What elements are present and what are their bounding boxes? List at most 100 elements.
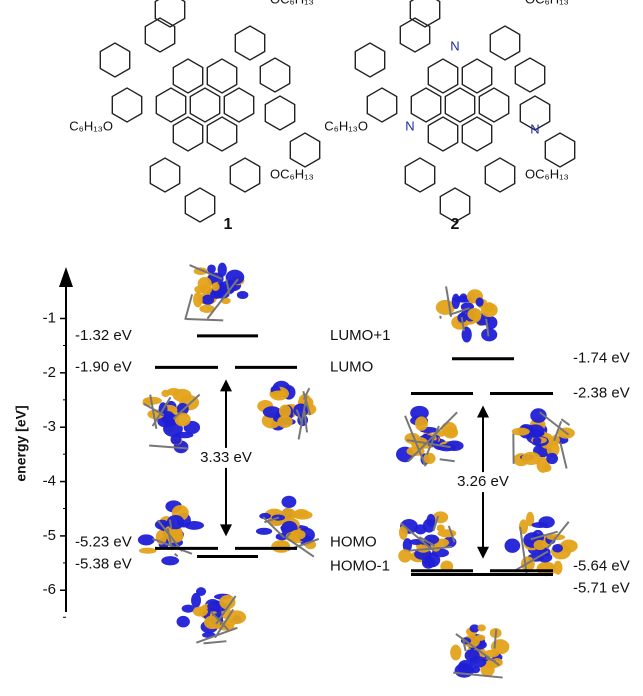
orbital-lobe (531, 522, 548, 528)
orbital-lobe (290, 530, 305, 540)
ring (405, 158, 434, 192)
orbital-name: HOMO-1 (330, 558, 390, 575)
orbital-name: HOMO (330, 533, 377, 550)
orbital-lobe (200, 285, 212, 295)
orbital-lobe (512, 428, 530, 436)
y-tick-label: -4 (43, 473, 56, 490)
orbital-lobe (237, 291, 248, 299)
substituent: OC₆H₁₃ (270, 0, 314, 6)
axis-arrow (59, 267, 73, 287)
ring (100, 43, 129, 77)
orbital-lobe (161, 390, 169, 397)
level-label: -1.90 eV (75, 358, 132, 375)
y-tick-label: -6 (43, 581, 56, 598)
orbital-lobe (534, 540, 547, 550)
orbital-lobe (277, 416, 292, 428)
orbital-lobe (422, 556, 435, 569)
orbital-lobe (256, 528, 272, 535)
orbital-lobe (546, 453, 558, 464)
ring (462, 59, 491, 93)
ring (224, 88, 253, 122)
ring (230, 158, 259, 192)
ring (545, 133, 574, 167)
orbital-lobe (441, 422, 457, 436)
orbital-lobe (437, 524, 445, 531)
orbital-name: LUMO+1 (330, 327, 390, 344)
orbital-lobe (552, 544, 563, 553)
level-label: -2.38 eV (573, 384, 630, 401)
ring (411, 88, 440, 122)
ring (410, 0, 439, 27)
level-label: -5.71 eV (573, 579, 630, 596)
ring (479, 88, 508, 122)
orbital-lobe (138, 534, 155, 545)
ring (290, 133, 319, 167)
ring (265, 96, 294, 130)
y-tick-label: -1 (43, 309, 56, 326)
orbital-lobe (533, 437, 542, 445)
orbital-lobe (207, 265, 216, 274)
molecule-bond (204, 641, 227, 643)
ring (190, 88, 219, 122)
orbital-lobe (161, 556, 179, 565)
ring (185, 188, 214, 222)
substituent: C₆H₁₃O (69, 118, 113, 133)
ring (445, 88, 474, 122)
y-tick-label: -2 (43, 364, 56, 381)
substituent: C₆H₁₃O (324, 118, 368, 133)
gap-label: 3.33 eV (200, 449, 252, 466)
y-tick-label: -3 (43, 418, 56, 435)
level-label: -5.64 eV (573, 558, 630, 575)
orbital-lobe (173, 389, 192, 402)
orbital-lobe (218, 263, 227, 277)
substituent: OC₆H₁₃ (525, 166, 569, 181)
ring (462, 117, 491, 151)
ring (112, 88, 141, 122)
orbital-lobe (177, 616, 190, 628)
orbital-lobe (475, 635, 485, 641)
orbital-lobe (211, 283, 219, 291)
orbital-lobe (467, 308, 481, 320)
ring (207, 59, 236, 93)
nitrogen: N (405, 118, 414, 133)
molecule-bond (440, 459, 455, 461)
substituent: OC₆H₁₃ (525, 0, 569, 6)
orbital-lobe (171, 434, 182, 445)
orbital-lobe (282, 496, 297, 508)
level-label: -1.32 eV (75, 327, 132, 344)
orbital-lobe (521, 452, 540, 465)
ring (260, 58, 289, 92)
ring (155, 0, 184, 27)
orbital-lobe (423, 453, 435, 464)
molecule-bond (440, 316, 441, 319)
molecule-bond (185, 294, 192, 319)
ring (235, 26, 264, 60)
y-tick-label: -5 (43, 527, 56, 544)
structures: OC₆H₁₃C₆H₁₃OOC₆H₁₃1OC₆H₁₃C₆H₁₃OOC₆H₁₃NNN… (69, 0, 575, 233)
ring (485, 158, 514, 192)
gap-label: 3.26 eV (457, 473, 509, 490)
level-label: -1.74 eV (573, 350, 630, 367)
nitrogen: N (530, 121, 539, 136)
ring (156, 88, 185, 122)
ring (428, 59, 457, 93)
orbital-lobe (196, 587, 206, 596)
ring (428, 117, 457, 151)
ring (150, 158, 179, 192)
ring (367, 88, 396, 122)
orbital-lobe (293, 511, 313, 520)
ring (490, 26, 519, 60)
orbital-lobe (415, 524, 427, 534)
orbital-lobe (465, 649, 480, 662)
ring (173, 117, 202, 151)
orbital-lobe (139, 548, 157, 554)
ring (515, 58, 544, 92)
molecule-bond (561, 419, 569, 425)
ring (145, 18, 174, 52)
molecule-bond (170, 520, 171, 528)
level-label: -5.38 eV (75, 556, 132, 573)
compound-number: 1 (224, 216, 233, 233)
orbital-lobe (415, 416, 428, 430)
orbital-lobe (193, 292, 203, 307)
molecule-bond (186, 319, 223, 320)
